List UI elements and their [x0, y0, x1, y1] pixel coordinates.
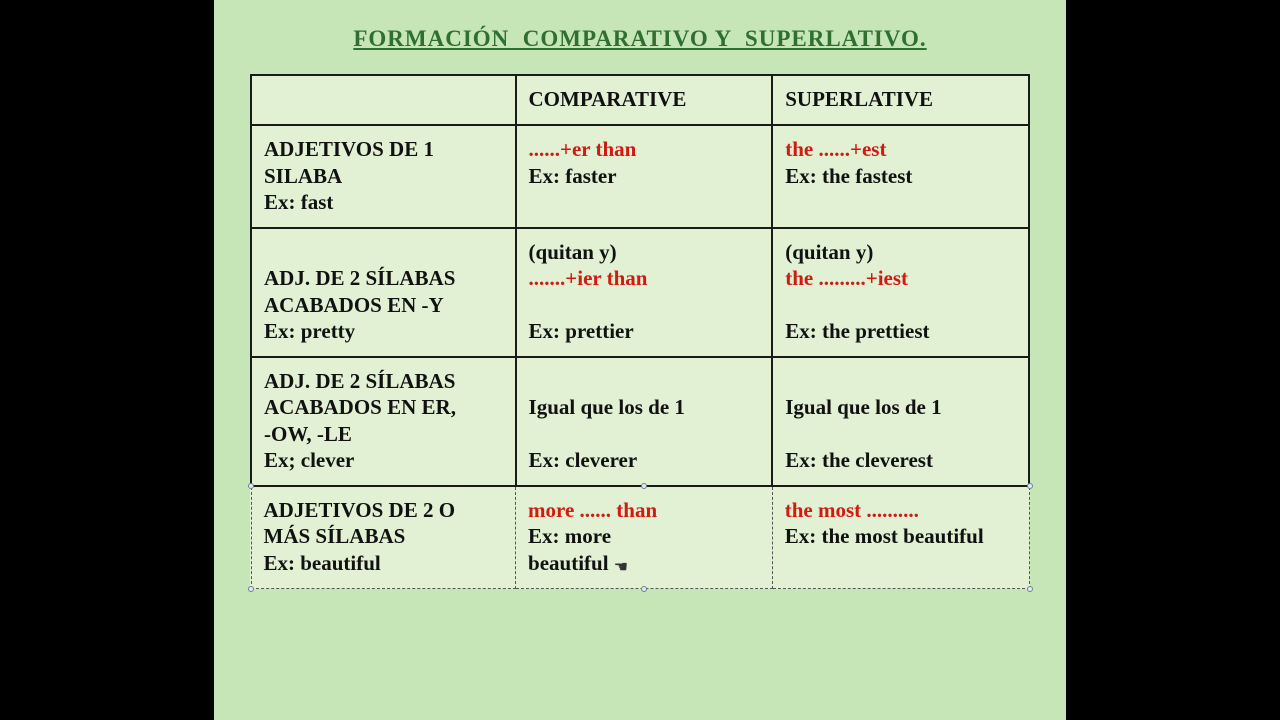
- category-line: ADJETIVOS DE 1: [264, 136, 503, 162]
- superlative-note: (quitan y): [785, 239, 1016, 265]
- selection-handle-icon[interactable]: [1027, 586, 1033, 592]
- category-line: ADJETIVOS DE 2 O: [264, 497, 504, 523]
- superlative-rule-plain: Igual que los de 1: [785, 394, 1016, 420]
- table-row: ADJ. DE 2 SÍLABAS ACABADOS EN ER, -OW, -…: [251, 357, 1029, 486]
- comparative-example-line: Ex: more: [528, 523, 760, 549]
- superlative-cell: the ......+est Ex: the fastest: [772, 125, 1029, 228]
- comparative-rule: more ...... than: [528, 497, 760, 523]
- category-example: Ex: beautiful: [264, 550, 504, 576]
- selection-handle-icon[interactable]: [248, 483, 254, 489]
- selection-handle-icon[interactable]: [1027, 483, 1033, 489]
- superlative-cell: (quitan y) the .........+iest Ex: the pr…: [772, 228, 1029, 357]
- comparative-example-line: beautiful: [528, 551, 609, 575]
- superlative-rule: the most ..........: [785, 497, 1017, 523]
- superlative-rule: the .........+iest: [785, 265, 1016, 291]
- comparative-example: Ex: prettier: [529, 318, 760, 344]
- header-superlative: SUPERLATIVE: [772, 75, 1029, 125]
- grab-cursor-icon: ☚: [614, 558, 628, 578]
- table-row: ADJ. DE 2 SÍLABAS ACABADOS EN -Y Ex: pre…: [251, 228, 1029, 357]
- comparative-cell[interactable]: more ...... than Ex: more beautiful ☚: [516, 486, 773, 588]
- header-row: COMPARATIVE SUPERLATIVE: [251, 75, 1029, 125]
- category-line: SILABA: [264, 163, 503, 189]
- superlative-example: Ex: the prettiest: [785, 318, 1016, 344]
- superlative-rule: the ......+est: [785, 136, 1016, 162]
- category-line: MÁS SÍLABAS: [264, 523, 504, 549]
- comparative-cell: ......+er than Ex: faster: [516, 125, 773, 228]
- comparative-example: Ex: faster: [529, 163, 760, 189]
- comparative-rule: .......+ier than: [529, 265, 760, 291]
- comparative-note: (quitan y): [529, 239, 760, 265]
- superlative-cell: Igual que los de 1 Ex: the cleverest: [772, 357, 1029, 486]
- category-cell: ADJ. DE 2 SÍLABAS ACABADOS EN ER, -OW, -…: [251, 357, 516, 486]
- category-line: ACABADOS EN ER,: [264, 394, 503, 420]
- grammar-table: COMPARATIVE SUPERLATIVE ADJETIVOS DE 1 S…: [250, 74, 1030, 589]
- comparative-cell: (quitan y) .......+ier than Ex: prettier: [516, 228, 773, 357]
- category-example: Ex: fast: [264, 189, 503, 215]
- table-row: ADJETIVOS DE 1 SILABA Ex: fast ......+er…: [251, 125, 1029, 228]
- comparative-rule-plain: Igual que los de 1: [529, 394, 760, 420]
- selection-handle-icon[interactable]: [641, 586, 647, 592]
- header-comparative: COMPARATIVE: [516, 75, 773, 125]
- superlative-example: Ex: the most beautiful: [785, 523, 1017, 549]
- superlative-cell[interactable]: the most .......... Ex: the most beautif…: [772, 486, 1029, 588]
- slide-title: FORMACIÓN COMPARATIVO Y SUPERLATIVO.: [250, 26, 1030, 52]
- slide: FORMACIÓN COMPARATIVO Y SUPERLATIVO. COM…: [214, 0, 1066, 720]
- category-example: Ex: pretty: [264, 318, 503, 344]
- category-line: ACABADOS EN -Y: [264, 292, 503, 318]
- category-line: ADJ. DE 2 SÍLABAS: [264, 368, 503, 394]
- category-line: ADJ. DE 2 SÍLABAS: [264, 265, 503, 291]
- category-line: -OW, -LE: [264, 421, 503, 447]
- category-cell[interactable]: ADJETIVOS DE 2 O MÁS SÍLABAS Ex: beautif…: [251, 486, 516, 588]
- category-cell: ADJ. DE 2 SÍLABAS ACABADOS EN -Y Ex: pre…: [251, 228, 516, 357]
- superlative-example: Ex: the fastest: [785, 163, 1016, 189]
- selection-handle-icon[interactable]: [641, 483, 647, 489]
- category-example: Ex; clever: [264, 447, 503, 473]
- comparative-rule: ......+er than: [529, 136, 760, 162]
- header-blank: [251, 75, 516, 125]
- category-cell: ADJETIVOS DE 1 SILABA Ex: fast: [251, 125, 516, 228]
- superlative-example: Ex: the cleverest: [785, 447, 1016, 473]
- comparative-example: Ex: cleverer: [529, 447, 760, 473]
- comparative-cell: Igual que los de 1 Ex: cleverer: [516, 357, 773, 486]
- selection-handle-icon[interactable]: [248, 586, 254, 592]
- table-row-selected[interactable]: ADJETIVOS DE 2 O MÁS SÍLABAS Ex: beautif…: [251, 486, 1029, 588]
